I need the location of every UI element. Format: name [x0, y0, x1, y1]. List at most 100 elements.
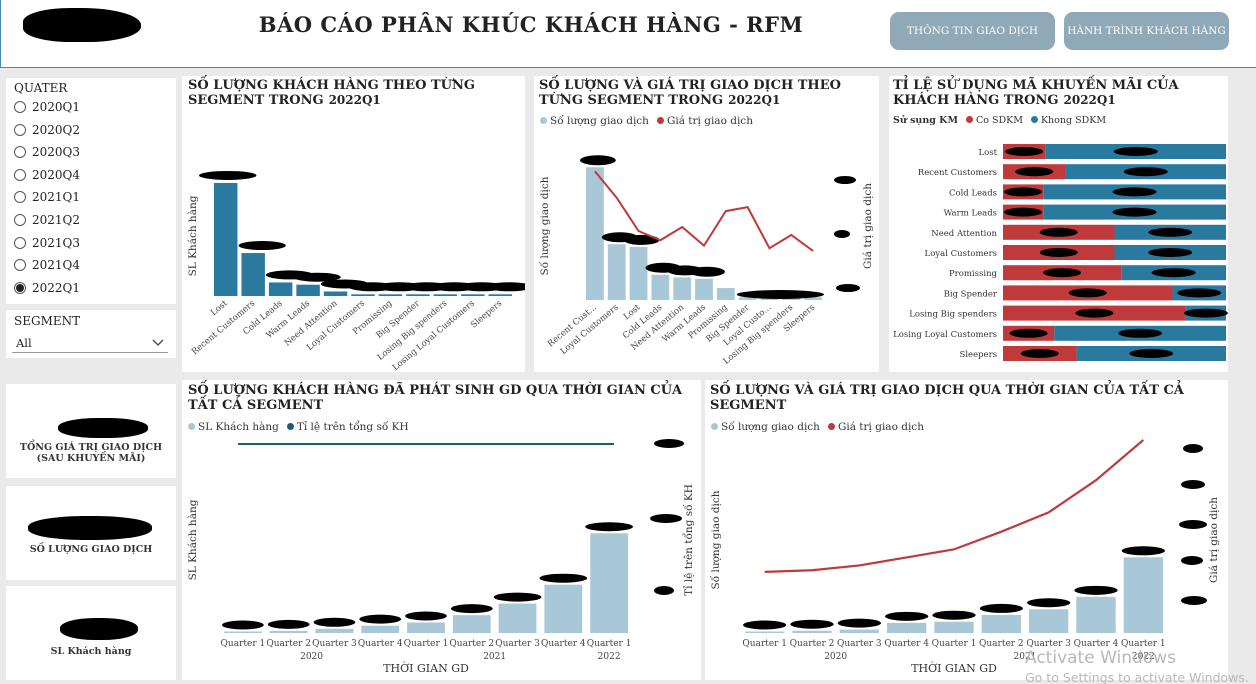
customer-journey-button[interactable]: HÀNH TRÌNH KHÁCH HÀNG — [1064, 12, 1229, 50]
bar[interactable] — [241, 253, 265, 296]
quarter-option-2020Q4[interactable]: 2020Q4 — [14, 168, 80, 182]
bar[interactable] — [407, 622, 445, 634]
kpi-customers-label: SL Khách hàng — [50, 646, 132, 657]
page-title: BÁO CÁO PHÂN KHÚC KHÁCH HÀNG - RFM — [258, 12, 804, 37]
bar[interactable] — [1029, 609, 1069, 633]
redacted-data-label — [222, 620, 264, 630]
quarter-option-2021Q1[interactable]: 2021Q1 — [14, 190, 80, 204]
bar[interactable] — [887, 622, 927, 633]
quarter-option-2021Q2[interactable]: 2021Q2 — [14, 213, 80, 227]
kpi-total-value-card: TỔNG GIÁ TRỊ GIAO DỊCH (SAU KHUYẾN MÃI) — [6, 384, 176, 478]
x-tick-label: Quarter 3 — [495, 639, 540, 649]
radio-icon[interactable] — [14, 123, 26, 136]
redacted-data-label — [1039, 227, 1078, 237]
bar[interactable] — [607, 244, 626, 300]
chart-transactions-over-time: SỐ LƯỢNG VÀ GIÁ TRỊ GIAO DỊCH QUA THỜI G… — [705, 380, 1228, 680]
quarter-option-label: 2021Q2 — [32, 213, 81, 227]
bar[interactable] — [1076, 596, 1116, 633]
bar[interactable] — [268, 282, 293, 296]
kpi-transactions-card: SỐ LƯỢNG GIAO DỊCH — [6, 486, 176, 580]
redacted-kpi-value — [58, 418, 148, 438]
quarter-option-2021Q4[interactable]: 2021Q4 — [14, 258, 80, 272]
bar[interactable] — [361, 625, 400, 633]
redacted-data-label — [1118, 328, 1163, 338]
bar[interactable] — [351, 294, 375, 296]
bar[interactable] — [695, 278, 713, 300]
redacted-data-label — [837, 618, 881, 628]
x-tick-label: Quarter 2 — [266, 639, 311, 649]
quarter-option-2020Q3[interactable]: 2020Q3 — [14, 145, 80, 159]
quarter-option-2022Q1[interactable]: 2022Q1 — [14, 281, 80, 295]
bar[interactable] — [461, 294, 485, 296]
bar[interactable] — [544, 584, 583, 633]
radio-icon[interactable] — [14, 214, 26, 226]
quarter-option-2020Q2[interactable]: 2020Q2 — [14, 123, 80, 137]
chart-legend: Số lượng giao dịch Giá trị giao dịch — [540, 115, 753, 127]
redacted-axis-tick — [836, 284, 860, 292]
bar[interactable] — [981, 614, 1021, 633]
radio-icon[interactable] — [14, 281, 26, 294]
redacted-data-label — [580, 155, 616, 166]
radio-icon[interactable] — [14, 168, 26, 181]
bar[interactable] — [214, 182, 238, 296]
y-tick-label: Cold Leads — [949, 188, 997, 198]
redacted-axis-tick — [1183, 444, 1203, 453]
y-axis-label-right: Tỉ lệ trên tổng số KH — [682, 484, 695, 596]
bar[interactable] — [934, 621, 974, 633]
bar[interactable] — [498, 603, 537, 633]
legend-item-no: Khong SDKM — [1030, 115, 1106, 126]
bar[interactable] — [488, 294, 512, 296]
redacted-data-label — [689, 266, 725, 277]
quarter-option-label: 2021Q3 — [32, 235, 81, 250]
bar[interactable] — [224, 631, 262, 634]
quarter-option-label: 2020Q4 — [32, 167, 81, 182]
bar[interactable] — [745, 631, 785, 634]
radio-icon[interactable] — [14, 191, 26, 204]
y-axis-label-right: Giá trị giao dịch — [862, 183, 874, 269]
bar[interactable] — [323, 291, 348, 296]
segment-dropdown[interactable]: All — [12, 333, 168, 353]
bar[interactable] — [296, 284, 320, 296]
chart-customers-by-segment: SỐ LƯỢNG KHÁCH HÀNG THEO TỪNG SEGMENT TR… — [182, 76, 525, 372]
redacted-data-label — [1113, 147, 1158, 156]
bar[interactable] — [586, 167, 604, 300]
quarter-option-label: 2020Q3 — [32, 145, 81, 160]
radio-icon[interactable] — [14, 146, 26, 159]
redacted-axis-tick — [1181, 556, 1203, 565]
redacted-data-label — [1075, 308, 1114, 318]
redacted-data-label — [539, 573, 588, 583]
radio-icon[interactable] — [14, 259, 26, 272]
bar[interactable] — [406, 294, 430, 296]
radio-icon[interactable] — [14, 236, 26, 249]
quarter-option-label: 2020Q1 — [32, 100, 81, 114]
bar[interactable] — [378, 294, 403, 296]
line-series[interactable] — [764, 439, 1145, 573]
x-tick-label: Quarter 1 — [932, 639, 977, 649]
x-group-label: 2020 — [300, 652, 323, 662]
bar[interactable] — [452, 615, 491, 633]
bar[interactable] — [738, 297, 757, 300]
chart-title: TỈ LỆ SỬ DỤNG MÃ KHUYẾN MÃI CỦA KHÁCH HÀ… — [893, 78, 1179, 108]
bar[interactable] — [1123, 557, 1163, 633]
bar[interactable] — [792, 630, 832, 633]
bar[interactable] — [716, 288, 735, 300]
bar[interactable] — [839, 629, 879, 633]
quarter-option-2021Q3[interactable]: 2021Q3 — [14, 236, 80, 250]
bar[interactable] — [673, 277, 692, 300]
bar[interactable] — [433, 294, 458, 296]
bar[interactable] — [651, 274, 670, 300]
line-series[interactable] — [594, 170, 814, 252]
transaction-info-button[interactable]: THÔNG TIN GIAO DỊCH — [890, 12, 1055, 50]
redacted-data-label — [359, 614, 402, 624]
radio-icon[interactable] — [14, 101, 26, 113]
bar[interactable] — [629, 246, 648, 300]
y-tick-label: Warm Leads — [944, 209, 997, 219]
bar[interactable] — [315, 628, 354, 633]
bar[interactable] — [269, 630, 308, 633]
y-tick-label: Promissing — [949, 269, 998, 279]
quarter-option-2020Q1[interactable]: 2020Q1 — [14, 100, 80, 114]
redacted-data-label — [736, 290, 824, 299]
bar[interactable] — [590, 533, 628, 633]
bar[interactable] — [804, 297, 822, 300]
redacted-data-label — [1129, 349, 1174, 358]
